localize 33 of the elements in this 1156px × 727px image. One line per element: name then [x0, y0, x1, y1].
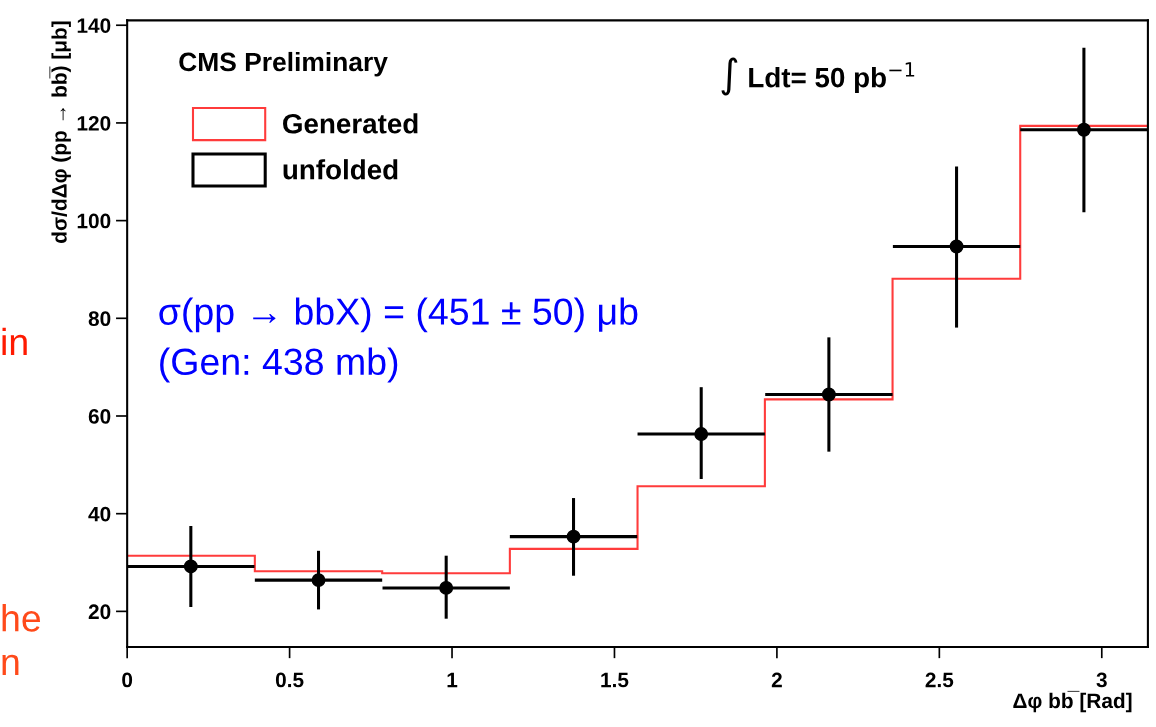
point [183, 559, 198, 574]
legend-label: unfolded [283, 159, 398, 180]
annotation: (Gen: 438 mb) [160, 347, 398, 383]
x-tick-label: 3 [1096, 672, 1107, 688]
x-tick-label: 1 [447, 672, 458, 688]
x-tick-label: 0 [122, 672, 133, 688]
point [694, 427, 709, 442]
annotation: σ(pp → bbX) = (451 ± 50) μb [159, 297, 638, 333]
y-tick-label: 120 [77, 115, 111, 131]
text: in [2, 327, 27, 356]
text: he [2, 604, 41, 632]
x-tick-label: 1.5 [601, 672, 629, 688]
annotation: CMS Preliminary [179, 51, 388, 77]
legend-label: Generated [283, 113, 418, 134]
point [949, 239, 964, 254]
point [1076, 122, 1091, 137]
x-tick-label: 0.5 [275, 672, 304, 688]
y-axis-title: dσ/dΔφ (pp → bb̅) [μb] [49, 21, 71, 243]
x-axis-title: Δφ bb̅ [Rad] [1013, 690, 1132, 713]
y-tick-label: 80 [88, 311, 111, 327]
y-tick-label: 40 [88, 506, 111, 522]
y-tick-label: 140 [77, 18, 111, 33]
y-tick-label: 60 [88, 409, 111, 424]
point [566, 529, 581, 544]
text: n [2, 654, 19, 675]
y-tick-label: 20 [88, 604, 111, 620]
x-tick-label: 2.5 [925, 672, 954, 688]
point [439, 580, 454, 595]
x-tick-label: 2 [771, 672, 782, 688]
point [821, 387, 836, 402]
point [311, 573, 326, 588]
annotation: ∫ Ldt= 50 pb$^{−1}$ [721, 57, 915, 96]
y-tick-label: 100 [77, 213, 111, 229]
